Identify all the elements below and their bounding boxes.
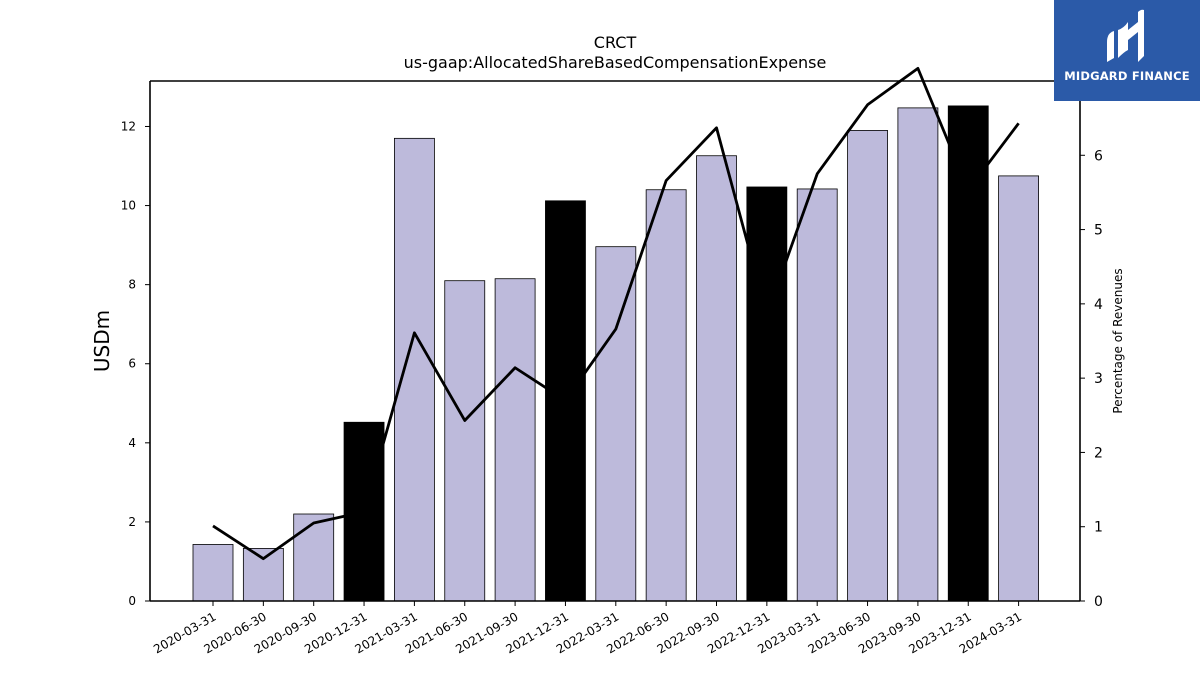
y-tick-label: 6 [128, 357, 136, 371]
bar-2023-03-31 [796, 188, 838, 602]
revenue-percentage-line [212, 66, 1020, 561]
bar-2022-12-31 [746, 186, 788, 602]
bar-2020-03-31 [192, 544, 234, 602]
bar-2023-09-30 [897, 107, 939, 602]
y2-axis-label: Percentage of Revenues [1111, 268, 1125, 413]
bar-2020-06-30 [242, 548, 284, 602]
y2-tick-label: 0 [1094, 594, 1103, 610]
bar-2021-09-30 [494, 278, 536, 602]
y2-tick-label: 2 [1094, 445, 1103, 461]
bar-2022-09-30 [696, 155, 737, 602]
logo-text: MIDGARD FINANCE [1064, 69, 1190, 83]
bar-2021-03-31 [393, 137, 435, 602]
y-tick-label: 10 [121, 199, 136, 213]
bar-2022-06-30 [645, 189, 687, 602]
bar-2023-12-31 [947, 105, 989, 602]
bar-2021-06-30 [444, 280, 486, 602]
bar-2024-03-31 [998, 175, 1039, 602]
y2-tick-label: 6 [1094, 148, 1103, 164]
bar-2022-03-31 [595, 246, 637, 602]
y-tick-label: 8 [128, 278, 136, 292]
y-tick-label: 2 [128, 515, 136, 529]
bar-2023-06-30 [847, 130, 888, 602]
y2-tick-label: 3 [1094, 371, 1103, 387]
logo-mark-icon [1107, 9, 1144, 62]
y-tick-label: 12 [121, 119, 136, 133]
bars-group [192, 105, 1039, 602]
y-tick-label: 0 [128, 594, 136, 608]
chart-title: CRCT [594, 33, 637, 52]
line-group [212, 66, 1020, 561]
bar-2020-09-30 [293, 513, 335, 602]
y-axis-label: USDm [90, 310, 114, 372]
axes-group [149, 80, 1081, 602]
chart-subtitle: us-gaap:AllocatedShareBasedCompensationE… [404, 53, 827, 72]
midgard-finance-logo: MIDGARD FINANCE [1054, 0, 1200, 101]
y2-tick-label: 5 [1094, 223, 1103, 239]
y2-tick-label: 1 [1094, 520, 1103, 536]
y-tick-label: 4 [128, 436, 136, 450]
y2-tick-label: 4 [1094, 297, 1103, 313]
